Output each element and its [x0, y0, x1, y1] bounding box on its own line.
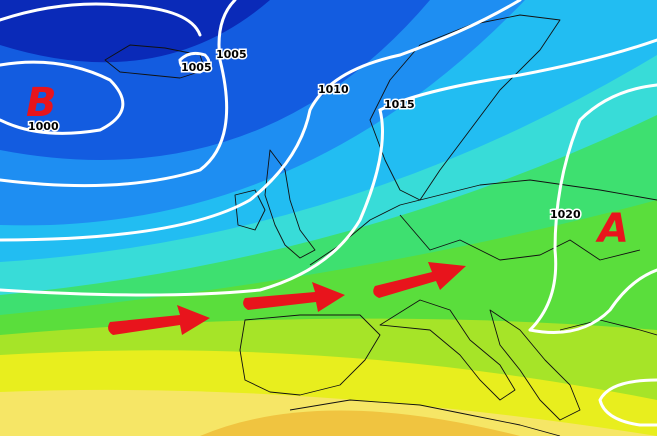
- ireland: [234, 189, 266, 231]
- isobar: [178, 51, 211, 74]
- italy: [379, 299, 516, 401]
- britain: [264, 149, 316, 259]
- high-pressure-label: A: [595, 206, 629, 252]
- isobar-label: 1005: [181, 61, 212, 74]
- low-pressure-label: B: [26, 80, 57, 126]
- arrow: [373, 262, 466, 298]
- iberia: [239, 314, 381, 396]
- arrow: [243, 282, 345, 312]
- isobar: [0, 0, 522, 242]
- isobar-label: 1005: [216, 48, 247, 61]
- isobar: [0, 2, 202, 37]
- arrow: [108, 305, 210, 335]
- north-africa: [289, 399, 561, 436]
- isobar: [0, 38, 657, 297]
- isobar-label: 1015: [384, 98, 415, 111]
- arrows: [108, 262, 466, 335]
- band: [200, 410, 520, 436]
- borders: [399, 214, 641, 261]
- isobar: [528, 268, 657, 334]
- scandinavia: [369, 14, 561, 201]
- isobar: [0, 60, 125, 135]
- isobar: [528, 83, 657, 332]
- isobar-label: 1020: [550, 208, 581, 221]
- isobar: [0, 0, 237, 188]
- isobar-label: 1010: [318, 83, 349, 96]
- isobar: [598, 378, 657, 427]
- isobar-label: 1000: [28, 120, 59, 133]
- isobars: [0, 0, 657, 427]
- balkans: [489, 309, 581, 421]
- black-sea: [559, 319, 657, 336]
